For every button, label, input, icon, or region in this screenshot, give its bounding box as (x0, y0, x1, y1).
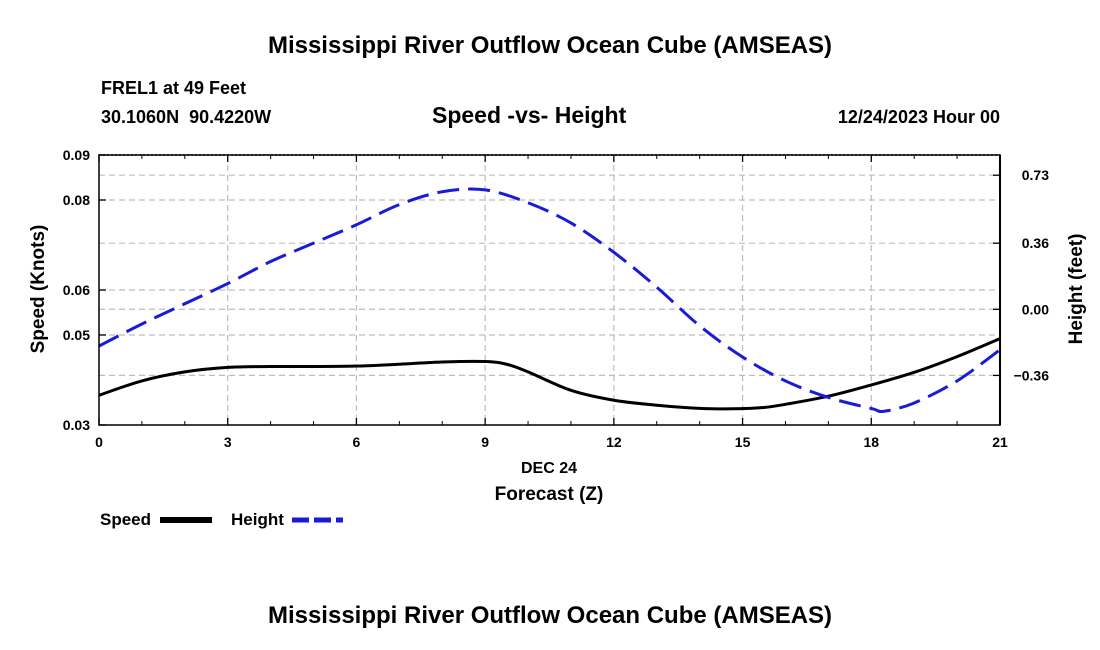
x-tick-label-0: 0 (95, 434, 103, 450)
y-left-tick-label-4: 0.09 (63, 147, 90, 163)
axes: 0 3 6 9 12 15 18 21 0.03 0.05 0.06 0.08 0.09 −0.36 0.0… (63, 147, 1049, 450)
x-tick-label-3: 3 (224, 434, 232, 450)
y-axis-right-label: Height (feet) (1066, 234, 1087, 345)
x-tick-label-9: 9 (481, 434, 489, 450)
x-axis-date-label: DEC 24 (521, 460, 577, 477)
chart-title: Speed -vs- Height (432, 102, 627, 128)
y-left-tick-label-2: 0.06 (63, 282, 90, 298)
series-layer (98, 187, 1001, 414)
x-tick-label-18: 18 (863, 434, 879, 450)
x-tick-label-15: 15 (735, 434, 751, 450)
x-tick-label-21: 21 (992, 434, 1008, 450)
x-tick-label-12: 12 (606, 434, 622, 450)
y-right-tick-label-1: 0.00 (1022, 301, 1049, 317)
datetime-label: 12/24/2023 Hour 00 (837, 107, 1000, 127)
y-right-tick-label-3: 0.73 (1022, 167, 1049, 183)
legend-label-speed: Speed (100, 510, 151, 529)
y-right-tick-label-2: 0.36 (1022, 235, 1049, 251)
y-right-tick-label-0: −0.36 (1014, 367, 1050, 383)
page-title: Mississippi River Outflow Ocean Cube (AM… (267, 32, 833, 59)
series-line-speed (98, 337, 1001, 411)
x-axis-label: Forecast (Z) (495, 484, 604, 505)
x-tick-label-6: 6 (353, 434, 361, 450)
y-left-tick-label-3: 0.08 (63, 192, 90, 208)
station-label: FREL1 at 49 Feet (101, 78, 247, 98)
y-left-tick-label-0: 0.03 (63, 417, 90, 433)
y-left-tick-label-1: 0.05 (63, 327, 90, 343)
legend-label-height: Height (231, 510, 284, 529)
series-line-height (98, 187, 1001, 414)
coordinates-label: 30.1060N 90.4220W (101, 107, 272, 127)
y-axis-left-label: Speed (Knots) (28, 225, 49, 354)
footer-title: Mississippi River Outflow Ocean Cube (AM… (267, 602, 833, 629)
grid (99, 155, 1000, 425)
legend: Speed Height (100, 510, 343, 529)
